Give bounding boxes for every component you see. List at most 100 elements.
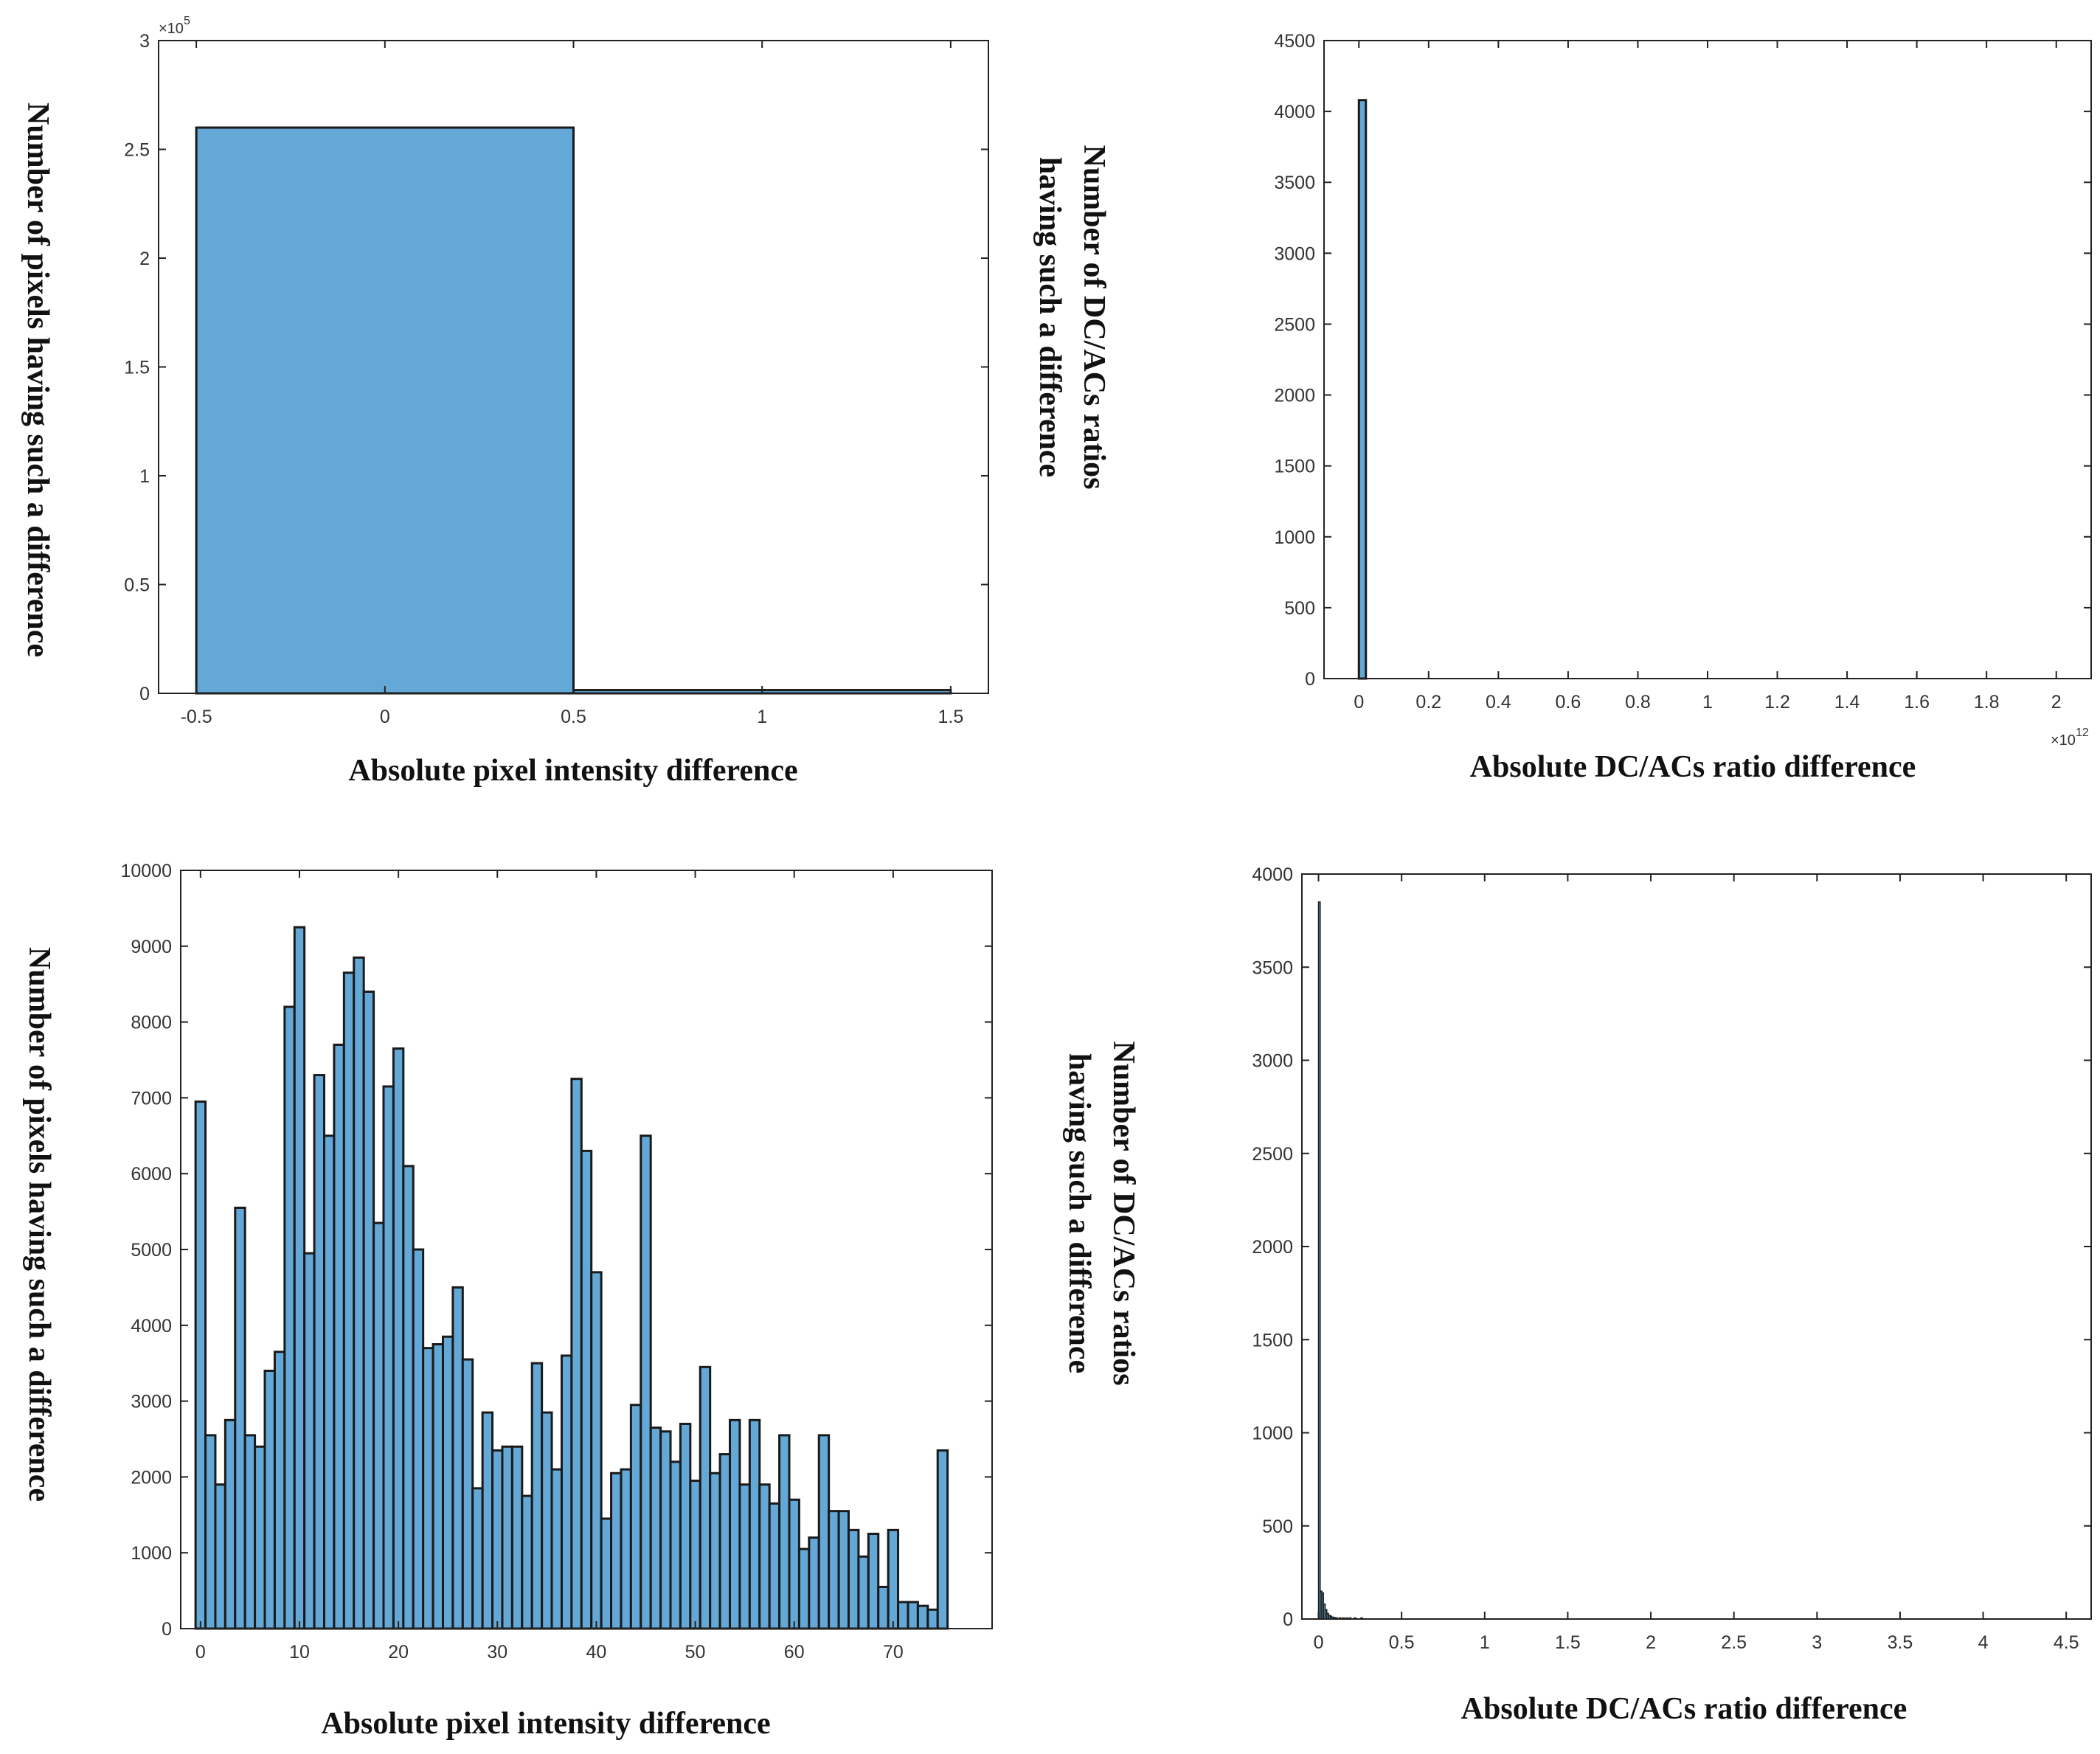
y-tick-label: 1500 [1274,457,1315,477]
bar [204,1434,217,1630]
x-tick-label: 50 [685,1642,706,1663]
bar [263,1369,276,1630]
y-tick-label: 0 [1305,669,1315,690]
y-tick-label: 1000 [1252,1424,1293,1444]
bar [857,1555,870,1630]
bar [372,1221,385,1630]
y-tick-label: 4500 [1274,31,1315,52]
y-tick-label: 2000 [1252,1237,1293,1258]
bars-bottom-right [1317,901,1363,1620]
y-tick-label: 0 [162,1619,172,1640]
x-ticks-bottom-left: 0 10 20 30 40 50 60 70 [195,870,904,1663]
bar [510,1445,524,1630]
bar [867,1533,880,1630]
axis-multiplier: ×105 [159,15,190,37]
x-tick-label: 1.6 [1904,692,1930,713]
bar [392,1047,405,1630]
x-tick-label: 0.8 [1625,692,1651,713]
x-tick-label: 70 [883,1642,904,1663]
bar [521,1494,533,1630]
bar [541,1411,553,1630]
x-tick-label: 4 [1978,1632,1989,1653]
chart-top-left: 0 0.5 1 1.5 2 2.5 3 -0.5 0 0.5 1 1.5 ×105 Absolute pi… [21,15,989,788]
bar [837,1510,850,1630]
x-tick-label: 1.2 [1764,692,1790,713]
x-tick-label: 60 [784,1642,805,1663]
x-tick-label: 2 [2051,692,2062,713]
y-tick-label: 2500 [1274,314,1315,335]
y-tick-label: 9000 [131,937,172,957]
x-tick-label: 0.4 [1486,692,1511,713]
bar [353,956,365,1630]
bar [699,1365,712,1630]
y-ticks-top-left: 0 0.5 1 1.5 2 2.5 3 [124,31,988,704]
y-tick-label: 2.5 [124,140,150,161]
bar [243,1434,257,1630]
x-tick-label: 0.5 [561,707,586,727]
bar [729,1418,741,1630]
y-tick-label: 4000 [1274,102,1315,122]
y-tick-label: 1 [139,466,150,487]
bar [234,1206,246,1630]
bar [461,1358,474,1630]
y-tick-label: 4000 [131,1316,172,1337]
bar [570,1078,583,1630]
bar [402,1165,415,1630]
y-tick-label: 2 [139,249,150,269]
x-tick-label: 0 [195,1642,206,1663]
bar [1317,901,1321,1620]
bar [629,1404,642,1630]
x-ticks-bottom-right: 0 0.5 1 1.5 2 2.5 3 3.5 4 4.5 [1314,874,2079,1653]
x-ticks-top-right: 0 0.2 0.4 0.6 0.8 1 1.2 1.4 1.6 1.8 2 [1354,41,2062,713]
x-tick-label: 2.5 [1721,1632,1747,1653]
bar [223,1418,237,1630]
bar [283,1005,296,1630]
bar [382,1085,395,1630]
y-tick-label: 0 [139,684,150,704]
bar [758,1483,771,1630]
y-tick-label: 500 [1284,598,1315,619]
bar [194,1100,207,1630]
y-tick-label: 3000 [1252,1051,1293,1072]
x-tick-label: 0 [1354,692,1364,713]
bar [412,1248,425,1630]
x-ticks-top-left: -0.5 0 0.5 1 1.5 [181,41,963,727]
bars-bottom-left [194,926,949,1630]
y-tick-label: 0.5 [124,575,150,596]
x-tick-label: 30 [487,1642,507,1663]
bar [887,1528,900,1630]
y-tick-label: 5000 [131,1240,172,1261]
x-tick-label: 1.5 [938,707,963,727]
chart-bottom-right: 0 500 1000 1500 2000 2500 3000 3500 4000 0 0.5 1 1.5… [1062,864,2092,1726]
y-tick-label: 1500 [1252,1330,1293,1351]
y-tick-label: 0 [1283,1609,1293,1630]
x-tick-label: 0 [1314,1632,1324,1653]
y-axis-label: Number of DC/ACs ratioshaving such a dif… [1062,1041,1140,1385]
bar [679,1422,692,1630]
bar [926,1608,939,1630]
bar [491,1449,504,1630]
bars-top-left [195,126,952,695]
bar [788,1498,800,1630]
bar [254,1445,266,1630]
bar [669,1460,682,1630]
bar [748,1418,761,1630]
x-tick-label: 1.5 [1555,1632,1581,1653]
y-tick-label: 500 [1262,1516,1293,1537]
bar [916,1604,929,1630]
axes-box [1301,873,2092,1620]
x-tick-label: 2 [1646,1632,1656,1653]
bar [422,1347,434,1630]
bar [501,1445,513,1630]
bar [778,1434,791,1630]
axes-box [1323,40,2092,679]
bar [649,1427,662,1630]
y-tick-label: 3000 [131,1392,172,1412]
x-tick-label: 0.2 [1415,692,1441,713]
bar [600,1517,613,1630]
bar [768,1502,781,1630]
x-tick-label: 0 [380,707,390,727]
bar [451,1286,464,1630]
bar [610,1472,623,1630]
